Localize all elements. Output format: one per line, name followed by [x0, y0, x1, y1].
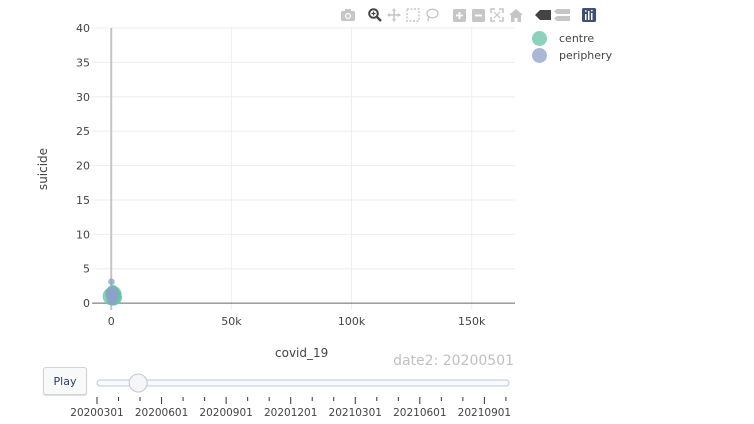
lasso-icon[interactable]: [424, 7, 440, 23]
compare-hover-icon[interactable]: [554, 7, 570, 23]
data-point-periphery[interactable]: [108, 286, 115, 294]
y-axis-title: suicide: [36, 147, 51, 191]
data-point-periphery[interactable]: [107, 296, 117, 306]
x-tick-label: 50k: [221, 315, 242, 328]
legend-swatch-centre: [532, 31, 547, 46]
data-point-periphery[interactable]: [108, 278, 115, 286]
slider-step-label[interactable]: 20200601: [135, 407, 188, 419]
slider-step-label[interactable]: 20210601: [393, 407, 446, 419]
box-select-icon[interactable]: [405, 7, 421, 23]
y-tick-label: 15: [76, 194, 90, 207]
scatter-points: [102, 278, 123, 306]
camera-icon[interactable]: [340, 7, 356, 23]
slider-step-label[interactable]: 20201201: [264, 407, 317, 419]
y-tick-label: 20: [76, 160, 90, 173]
legend-item-periphery[interactable]: periphery: [532, 47, 612, 64]
play-button[interactable]: Play: [43, 367, 87, 395]
slider-step-label[interactable]: 20210901: [458, 407, 511, 419]
reset-axes-icon[interactable]: [508, 7, 524, 23]
modebar: [340, 5, 600, 25]
slider-step-label[interactable]: 20200901: [199, 407, 252, 419]
zoom-out-icon[interactable]: [470, 7, 486, 23]
y-tick-label: 35: [76, 56, 90, 69]
y-tick-label: 10: [76, 228, 90, 241]
legend: centre periphery: [532, 30, 612, 64]
zoom-in-icon[interactable]: [451, 7, 467, 23]
axes: 0 5 10 15 20 25 30 35 40 0 50k 100k 150k: [76, 22, 515, 328]
legend-swatch-periphery: [532, 48, 547, 63]
slider-current-value: date2: 20200501: [393, 353, 514, 369]
y-tick-label: 0: [83, 297, 90, 310]
legend-label-periphery: periphery: [559, 49, 613, 62]
spike-lines-icon[interactable]: [535, 7, 551, 23]
zoom-icon[interactable]: [367, 7, 383, 23]
slider-handle[interactable]: [128, 373, 148, 393]
slider-step-label[interactable]: 20210301: [329, 407, 382, 419]
autoscale-icon[interactable]: [489, 7, 505, 23]
x-axis-title: covid_19: [275, 346, 329, 360]
y-tick-label: 30: [76, 91, 90, 104]
x-tick-label: 0: [108, 315, 115, 328]
pan-icon[interactable]: [386, 7, 402, 23]
time-slider[interactable]: 20200301 20200601 20200901 20201201 20210301…: [70, 373, 511, 419]
y-tick-label: 5: [83, 263, 90, 276]
slider-step-label[interactable]: 20200301: [70, 407, 123, 419]
plotly-logo-icon[interactable]: [581, 7, 597, 23]
legend-label-centre: centre: [559, 32, 595, 45]
x-tick-label: 150k: [458, 315, 486, 328]
x-tick-label: 100k: [338, 315, 366, 328]
slider-rail[interactable]: [96, 379, 510, 387]
y-tick-label: 25: [76, 125, 90, 138]
y-tick-label: 40: [76, 22, 90, 35]
legend-item-centre[interactable]: centre: [532, 30, 612, 47]
grid-lines: [92, 27, 515, 310]
